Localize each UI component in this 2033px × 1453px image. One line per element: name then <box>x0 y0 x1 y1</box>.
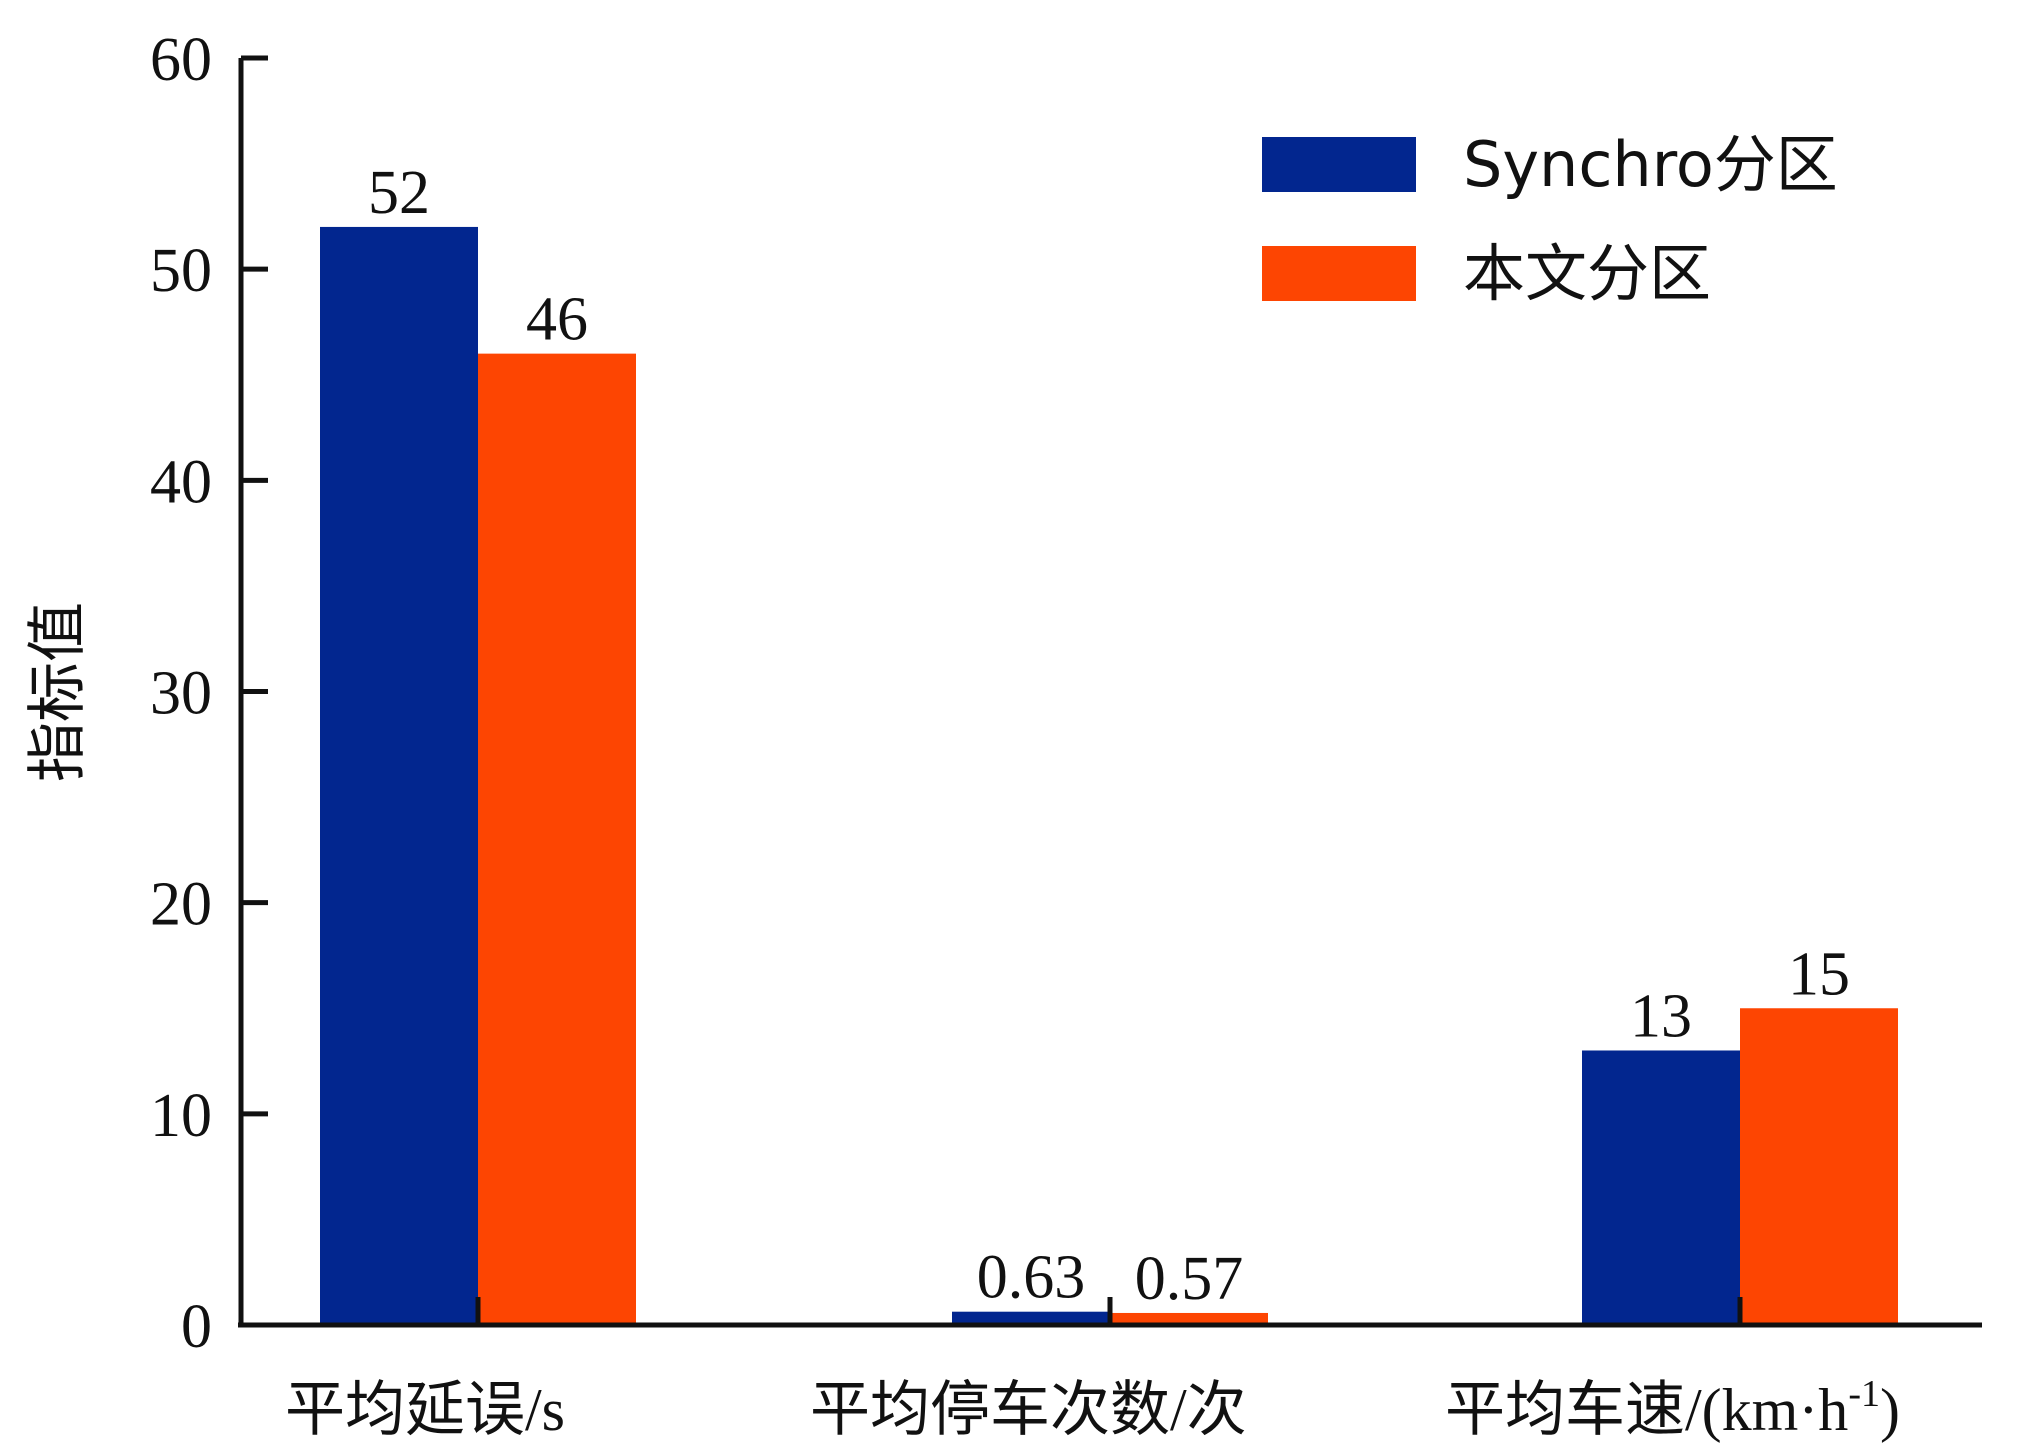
legend-swatch-proposed <box>1262 246 1416 301</box>
bar-labels-group: 52 46 0.63 0.57 13 15 <box>368 159 1850 1313</box>
y-tick-label-6: 60 <box>150 26 212 94</box>
y-ticks-group: 0 10 20 30 40 50 60 <box>150 26 268 1361</box>
y-tick-label-2: 20 <box>150 871 212 939</box>
y-tick-label-1: 10 <box>150 1082 212 1150</box>
bar-0-1 <box>478 353 636 1326</box>
y-tick-label-0: 0 <box>181 1293 212 1361</box>
category-labels-group: 平均延误/s 平均停车次数/次 平均车速/(km·h-1) <box>285 1373 1900 1445</box>
bar-1-1 <box>1110 1312 1268 1325</box>
bar-0-0 <box>320 226 478 1325</box>
bar-label-1-1: 0.57 <box>1135 1245 1244 1313</box>
category-label-0: 平均延误/s <box>285 1375 565 1445</box>
bar-2-1 <box>1740 1008 1898 1325</box>
y-tick-label-3: 30 <box>150 660 212 728</box>
category-label-1: 平均停车次数/次 <box>810 1375 1247 1445</box>
bar-1-0 <box>952 1311 1110 1325</box>
bar-label-0-1: 46 <box>526 286 588 354</box>
bar-label-1-0: 0.63 <box>977 1244 1086 1312</box>
category-label-2: 平均车速/(km·h-1) <box>1445 1373 1900 1445</box>
legend-label-synchro: Synchro分区 <box>1463 128 1838 201</box>
bar-label-2-0: 13 <box>1630 982 1692 1050</box>
y-axis-label: 指标值 <box>23 602 93 782</box>
bar-2-0 <box>1582 1050 1740 1325</box>
bar-label-2-1: 15 <box>1788 940 1850 1008</box>
y-tick-label-5: 50 <box>150 237 212 305</box>
legend-swatch-synchro <box>1262 137 1416 192</box>
legend-label-proposed: 本文分区 <box>1463 237 1711 310</box>
legend: Synchro分区 本文分区 <box>1262 128 1838 310</box>
bars-group <box>320 226 1898 1326</box>
bar-label-0-0: 52 <box>368 159 430 227</box>
x-ticks-group <box>475 1297 1743 1325</box>
y-tick-label-4: 40 <box>150 448 212 516</box>
